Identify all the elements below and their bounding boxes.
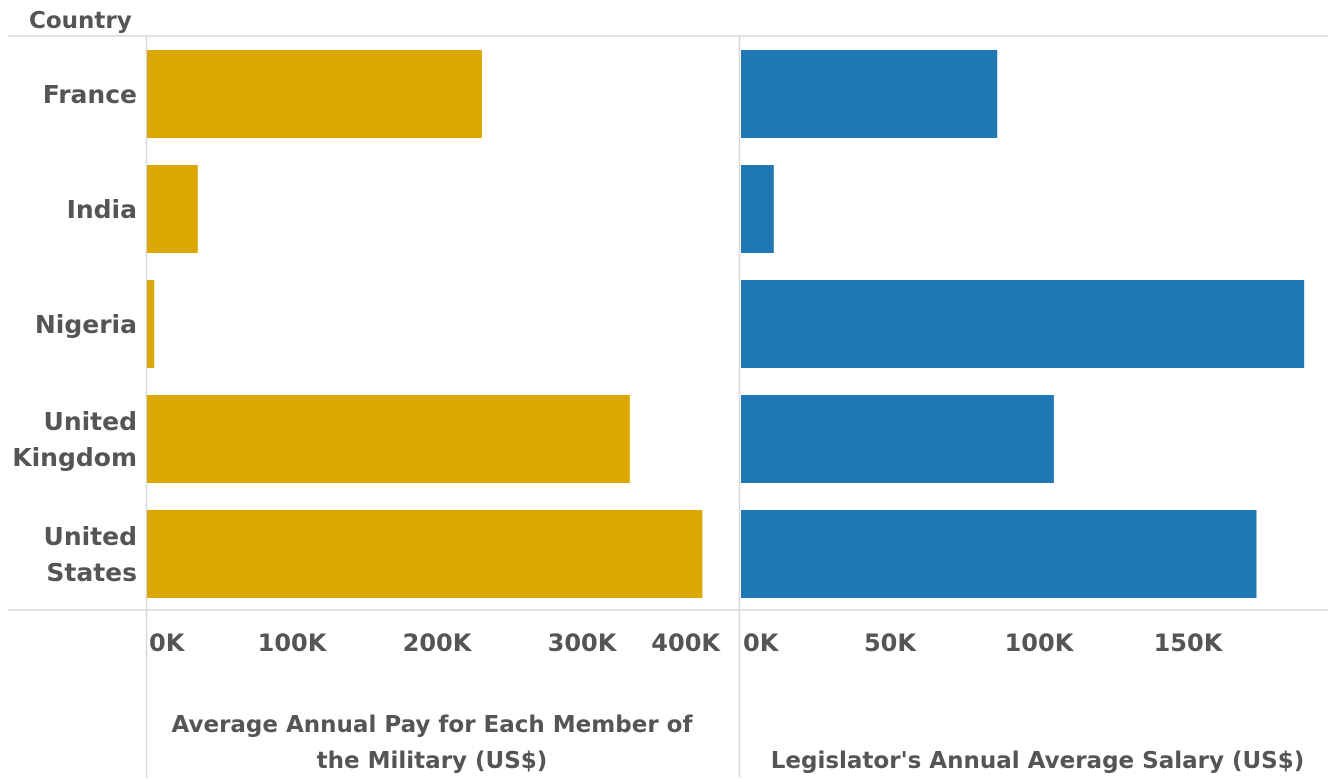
bar-panel1-india [147, 165, 198, 253]
tick-label-panel1-200k: 200K [403, 629, 473, 657]
tick-label-panel1-300k: 300K [548, 629, 618, 657]
axis-title-panel1: Average Annual Pay for Each Member of the… [172, 712, 694, 774]
category-label-line: France [43, 80, 137, 109]
category-label-line: Kingdom [12, 443, 137, 472]
category-label-france: France [43, 80, 137, 109]
bar-panel2-united-states [741, 510, 1257, 598]
axis-title-panel2: Legislator's Annual Average Salary (US$) [771, 748, 1305, 774]
bars [147, 50, 1305, 598]
bar-panel1-nigeria [147, 280, 155, 368]
frame-lines [8, 35, 1328, 778]
axis-title-line: Average Annual Pay for Each Member of [172, 712, 694, 738]
bar-panel2-france [741, 50, 998, 138]
tick-label-panel2-50k: 50K [864, 629, 917, 657]
axis-title-line: the Military (US$) [317, 748, 548, 774]
category-label-line: United [44, 522, 137, 551]
row-header-label: Country [29, 8, 132, 34]
category-label-nigeria: Nigeria [35, 310, 137, 339]
tick-label-panel1-0k: 0K [149, 629, 186, 657]
bar-panel1-france [147, 50, 482, 138]
bar-panel2-united-kingdom [741, 395, 1054, 483]
bar-panel2-nigeria [741, 280, 1305, 368]
category-label-india: India [67, 195, 137, 224]
category-label-line: States [46, 558, 137, 587]
category-label-line: India [67, 195, 137, 224]
category-label-line: Nigeria [35, 310, 137, 339]
category-label-line: United [44, 407, 137, 436]
bar-panel2-india [741, 165, 774, 253]
category-label-united-states: United States [44, 522, 137, 587]
tick-label-panel1-100k: 100K [258, 629, 328, 657]
bar-panel1-united-kingdom [147, 395, 630, 483]
category-label-united-kingdom: United Kingdom [12, 407, 137, 472]
tick-label-panel2-100k: 100K [1005, 629, 1075, 657]
tick-label-panel2-0k: 0K [743, 629, 780, 657]
axis-title-line: Legislator's Annual Average Salary (US$) [771, 748, 1305, 774]
bar-panel1-united-states [147, 510, 703, 598]
tick-label-panel2-150k: 150K [1154, 629, 1224, 657]
tick-label-panel1-400k: 400K [651, 629, 721, 657]
